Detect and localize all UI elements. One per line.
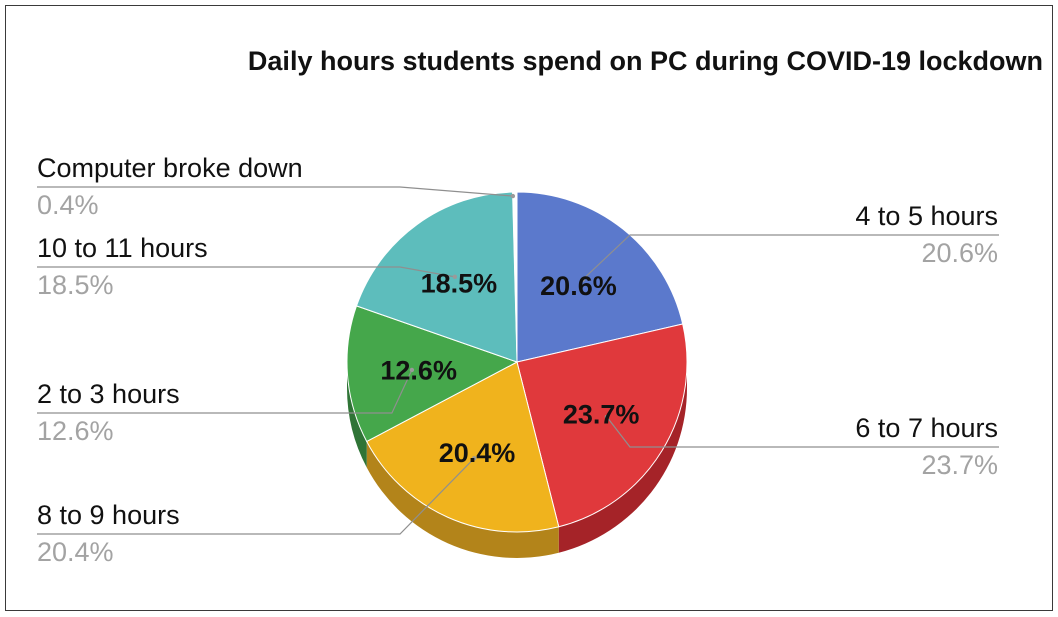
inside-labels: 20.6% 23.7% 20.4% 12.6% 18.5% [380, 268, 639, 468]
pie-slice-1 [516, 323, 688, 528]
slice-label-2: 8 to 9 hours [37, 500, 180, 530]
slice-label-4: 10 to 11 hours [37, 233, 208, 263]
slice-percent-1: 23.7% [921, 450, 998, 480]
leader-dot-4 [452, 274, 458, 280]
leader-line-2 [37, 457, 475, 535]
leader-dot-2 [472, 456, 477, 461]
chart-title: Daily hours students spend on PC during … [248, 46, 1043, 76]
pie-depth-layer [347, 362, 687, 559]
pie-slice-0 [516, 191, 684, 363]
slice-side-3 [347, 362, 367, 468]
pie-slice-4 [355, 191, 518, 363]
leader-dot-1 [604, 414, 610, 420]
leader-dot-0 [580, 277, 585, 282]
leader-dot-5 [510, 193, 516, 199]
slice-label-0: 4 to 5 hours [855, 201, 998, 231]
pie-slice-2 [366, 361, 560, 533]
slice-percent-3: 12.6% [37, 416, 114, 446]
slice-data-label-2: 20.4% [439, 438, 516, 468]
slice-percent-4: 18.5% [37, 270, 114, 300]
slice-side-1 [558, 362, 687, 553]
leader-dot-3 [409, 367, 415, 373]
leader-line-1 [606, 416, 999, 448]
slice-data-label-0: 20.6% [540, 271, 617, 301]
slice-percent-2: 20.4% [37, 537, 114, 567]
slice-data-label-1: 23.7% [563, 399, 640, 429]
leader-lines [37, 186, 999, 535]
outside-labels: 4 to 5 hours 20.6% 6 to 7 hours 23.7% 8 to 9… [37, 153, 998, 567]
slice-data-label-3: 12.6% [380, 355, 457, 385]
slice-percent-0: 20.6% [921, 238, 998, 268]
leader-line-4 [37, 266, 455, 278]
leader-line-0 [582, 234, 999, 281]
slice-data-label-4: 18.5% [421, 268, 498, 298]
pie-slice-3 [346, 305, 519, 443]
pie-slice-layer [346, 191, 688, 533]
slice-label-5: Computer broke down [37, 153, 303, 183]
slice-label-3: 2 to 3 hours [37, 379, 180, 409]
slice-label-1: 6 to 7 hours [855, 413, 998, 443]
slice-side-2 [366, 441, 559, 559]
leader-line-3 [37, 369, 413, 414]
leader-line-5 [37, 186, 513, 197]
slice-percent-5: 0.4% [37, 190, 99, 220]
